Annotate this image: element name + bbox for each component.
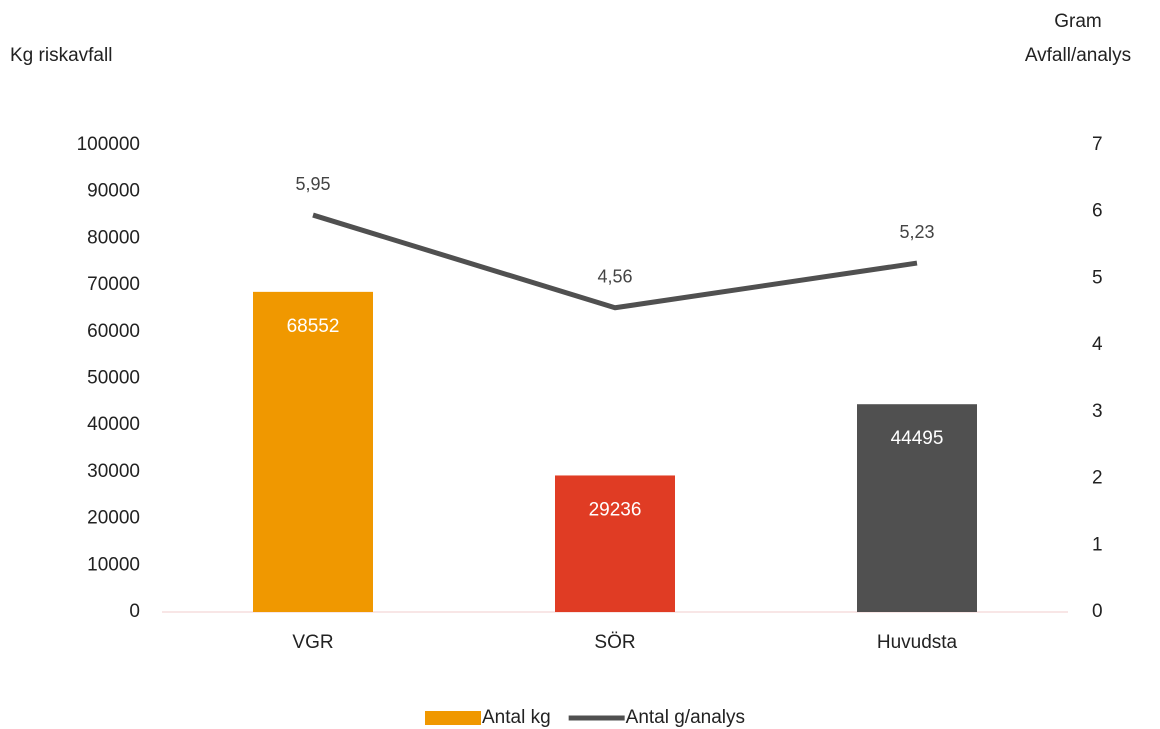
bar-value-label: 29236 [589, 499, 642, 520]
y-tick-label: 10000 [87, 554, 140, 575]
y-tick-label: 50000 [87, 368, 140, 389]
y-tick-label: 30000 [87, 461, 140, 482]
line-value-label: 5,95 [295, 174, 330, 194]
y-tick-label: 40000 [87, 414, 140, 435]
bar-value-label: 44495 [891, 428, 944, 449]
legend-swatch [425, 711, 481, 725]
legend-label: Antal kg [482, 707, 551, 728]
line [312, 212, 918, 311]
x-tick-label: SÖR [594, 632, 635, 653]
y2-tick-label: 6 [1092, 201, 1103, 222]
bar [857, 404, 977, 612]
y2-tick-label: 3 [1092, 401, 1103, 422]
x-tick-label: Huvudsta [877, 632, 958, 653]
y2-tick-label: 5 [1092, 267, 1103, 288]
bar [253, 291, 373, 612]
y2-axis-title: Avfall/analys [1025, 45, 1131, 66]
y2-axis-title: Gram [1054, 11, 1102, 32]
y2-tick-label: 4 [1092, 334, 1103, 355]
y-axis-title: Kg riskavfall [10, 45, 112, 66]
y-tick-label: 60000 [87, 321, 140, 342]
line-value-label: 4,56 [597, 267, 632, 287]
y-tick-label: 70000 [87, 274, 140, 295]
y2-tick-label: 7 [1092, 134, 1103, 155]
y2-tick-label: 2 [1092, 468, 1103, 489]
line-value-label: 5,23 [899, 222, 934, 242]
y-tick-label: 80000 [87, 227, 140, 248]
y2-tick-label: 1 [1092, 534, 1103, 555]
y-tick-label: 100000 [77, 134, 140, 155]
bar-value-label: 68552 [287, 316, 340, 337]
y-tick-label: 0 [129, 601, 140, 622]
y-tick-label: 20000 [87, 508, 140, 529]
bar [555, 475, 675, 612]
legend-label: Antal g/analys [626, 707, 745, 728]
x-tick-label: VGR [292, 632, 333, 653]
y2-tick-label: 0 [1092, 601, 1103, 622]
y-tick-label: 90000 [87, 181, 140, 202]
